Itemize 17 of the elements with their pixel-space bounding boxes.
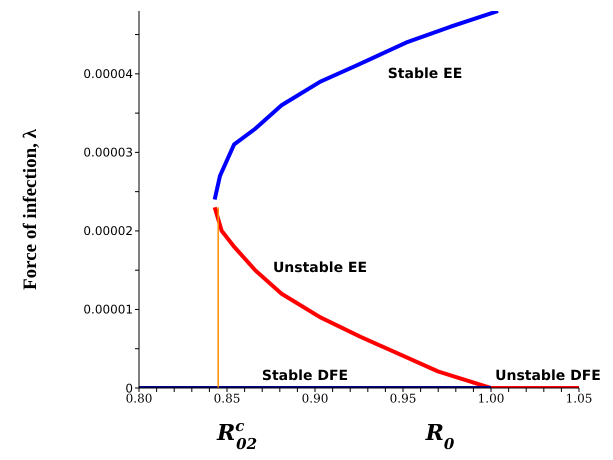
y-tick-label: 0.00001	[83, 302, 133, 317]
annotation: Unstable EE	[272, 260, 368, 276]
y-tick-label: 0.00002	[83, 224, 133, 238]
x-tick-label: 1.05	[566, 392, 592, 406]
annotation: Stable EE	[388, 66, 462, 82]
y-tick-label: 0.00003	[83, 146, 133, 160]
annotation: Unstable DFE	[495, 368, 601, 384]
y-axis-title: Force of infection, λ	[20, 128, 41, 290]
y-tick-label: 0.00004	[83, 67, 133, 82]
x-tick-label: 0.85	[214, 392, 240, 406]
x-tick-label: 0.95	[390, 392, 416, 406]
annotation: Stable DFE	[262, 368, 348, 384]
x-axis-title: R$_{0}$	[424, 420, 455, 453]
x-tick-label: 0.90	[302, 392, 328, 406]
line-series	[212, 11, 500, 202]
x-tick-label: 1.00	[478, 392, 504, 406]
x-tick-label: 0.80	[126, 392, 152, 406]
